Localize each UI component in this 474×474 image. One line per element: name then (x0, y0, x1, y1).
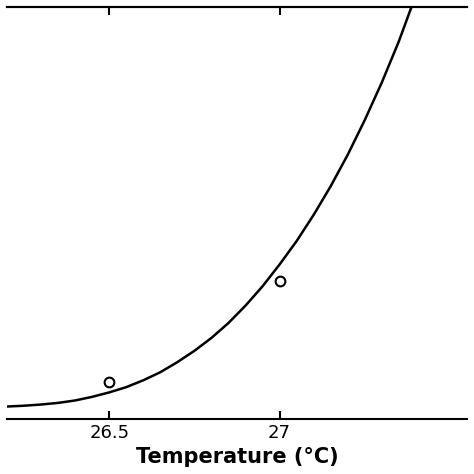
X-axis label: Temperature (°C): Temperature (°C) (136, 447, 338, 467)
